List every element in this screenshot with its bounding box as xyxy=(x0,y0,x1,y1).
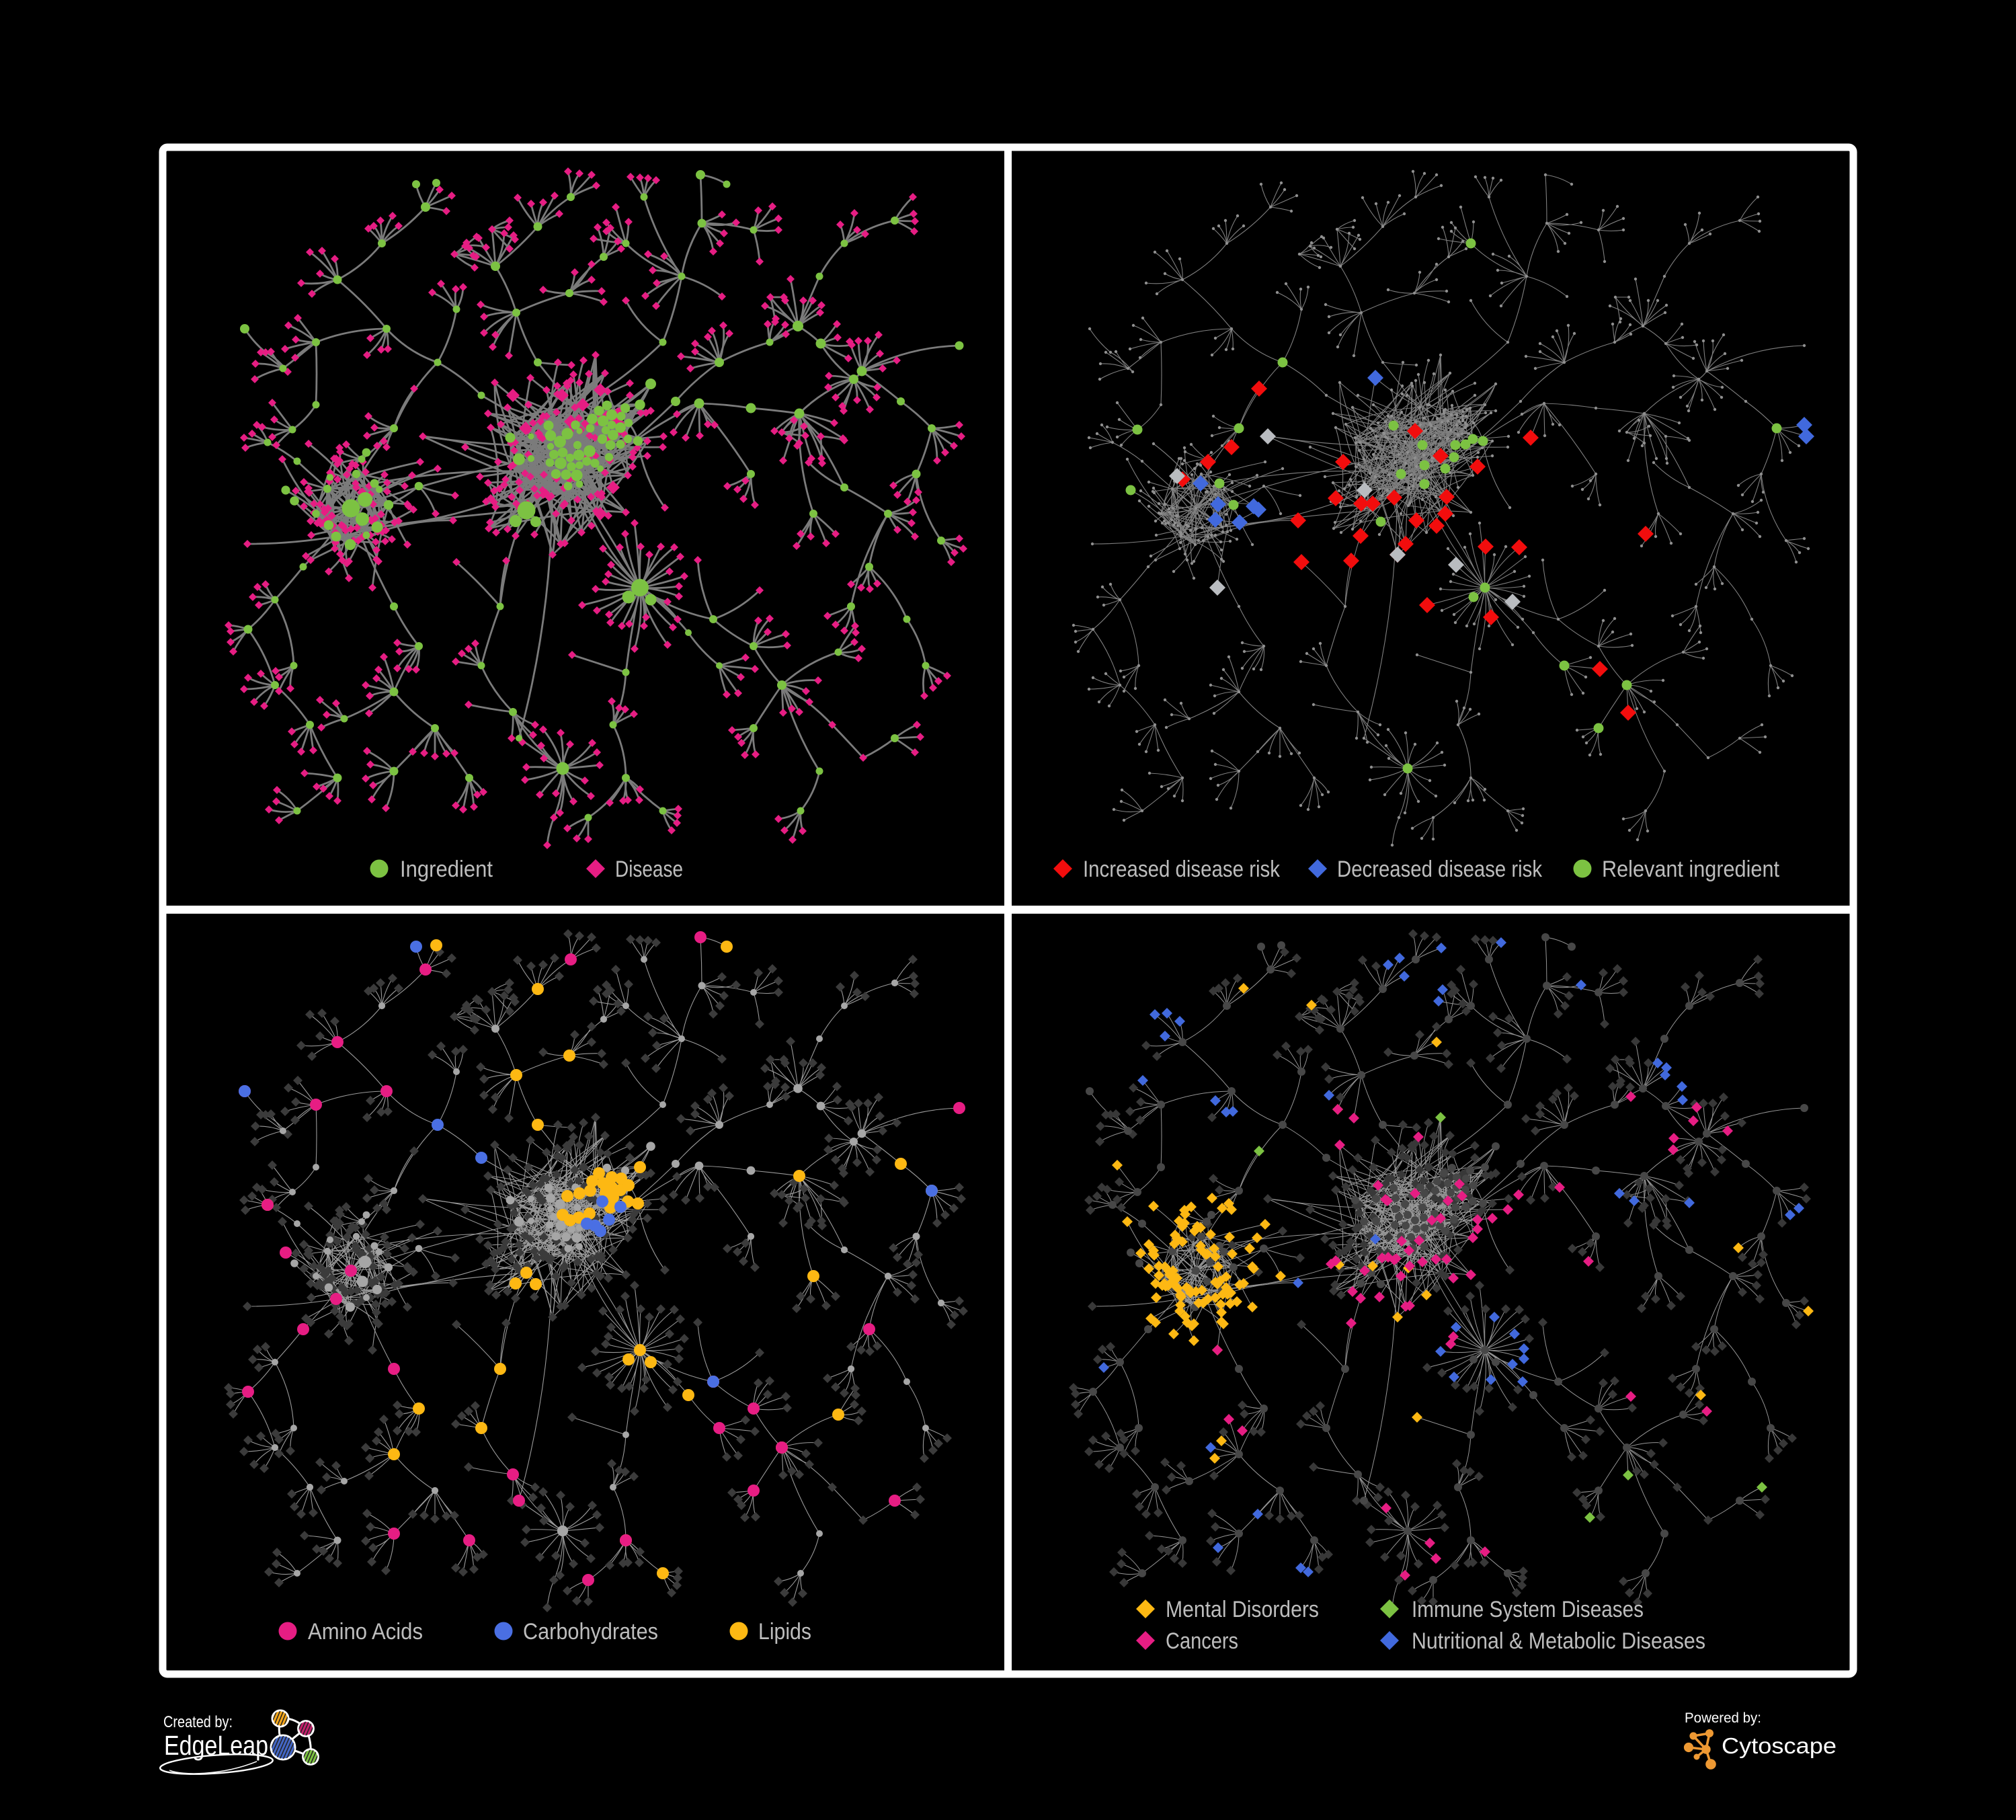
svg-text:Carbohydrates: Carbohydrates xyxy=(523,1619,658,1645)
svg-text:Cancers: Cancers xyxy=(1166,1628,1238,1654)
svg-text:Relevant ingredient: Relevant ingredient xyxy=(1602,857,1779,882)
svg-text:Cytoscape: Cytoscape xyxy=(1722,1733,1837,1758)
svg-text:Immune System Diseases: Immune System Diseases xyxy=(1412,1597,1644,1622)
svg-text:Lipids: Lipids xyxy=(758,1619,811,1645)
svg-text:Nutritional & Metabolic Diseas: Nutritional & Metabolic Diseases xyxy=(1412,1628,1705,1654)
svg-text:Ingredient: Ingredient xyxy=(400,857,493,882)
svg-text:Created by:: Created by: xyxy=(163,1713,233,1731)
svg-text:Increased disease risk: Increased disease risk xyxy=(1083,857,1281,882)
svg-text:Disease: Disease xyxy=(615,857,683,882)
svg-text:Mental Disorders: Mental Disorders xyxy=(1166,1597,1319,1622)
svg-text:EdgeLeap: EdgeLeap xyxy=(164,1730,268,1761)
svg-text:Amino Acids: Amino Acids xyxy=(308,1619,423,1645)
svg-text:Decreased disease risk: Decreased disease risk xyxy=(1337,857,1543,882)
svg-text:Powered by:: Powered by: xyxy=(1685,1710,1761,1726)
